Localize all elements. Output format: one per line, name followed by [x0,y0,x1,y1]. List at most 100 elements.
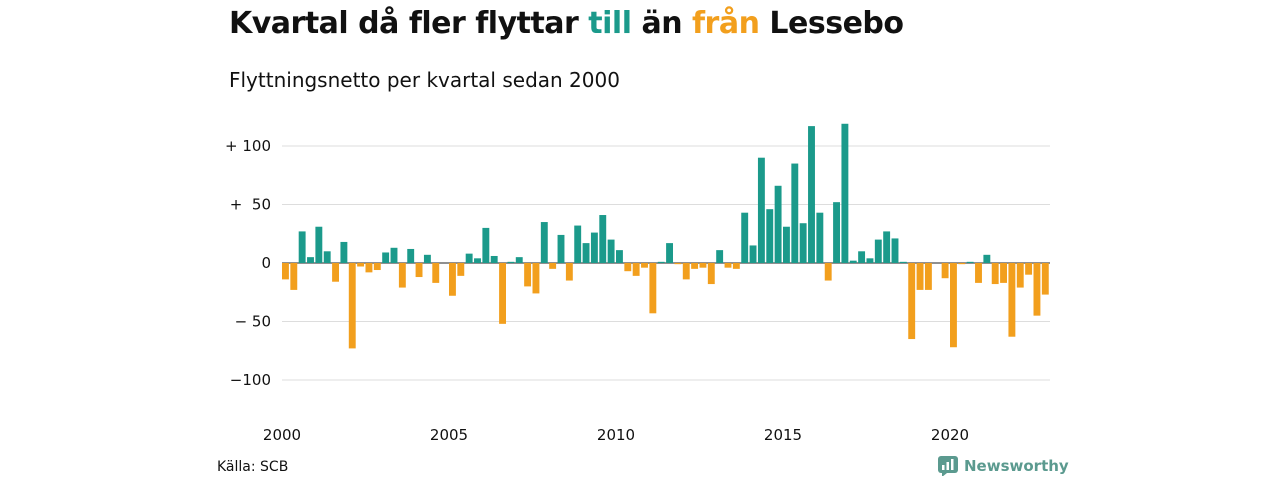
y-tick-label: − 50 [235,313,271,331]
bar [532,263,540,294]
bar [833,202,840,263]
bar [1016,263,1024,288]
bar [816,212,824,263]
bar [674,263,682,265]
title-highlight-till: till [588,6,632,41]
newsworthy-logo-icon [938,456,958,476]
bar [849,260,857,263]
bar [607,239,615,263]
bar [298,231,306,263]
bar [524,263,532,287]
x-tick-label: 2015 [764,426,802,444]
bar [515,257,523,263]
source-note: Källa: SCB [217,459,289,475]
bar [1041,263,1049,295]
bar [724,263,732,268]
bar [590,232,598,263]
y-tick-label: + 50 [230,196,271,214]
bar [741,212,749,263]
bar [449,263,456,296]
bar [482,227,490,263]
bar [382,252,390,263]
title-highlight-fran: från [692,6,760,41]
bar [398,263,406,288]
bar [950,263,957,348]
bar [565,263,573,281]
bar [490,255,498,263]
bar [966,261,974,263]
bar [315,226,323,263]
title-part-2: än [631,6,692,41]
bar [774,185,782,263]
chart-subtitle: Flyttningsnetto per kvartal sedan 2000 [229,68,620,92]
bar [666,243,673,263]
bar [1008,263,1016,337]
bar [407,248,415,263]
bar [415,263,423,278]
bar [716,250,724,263]
bars [282,123,1049,349]
bar [457,263,465,276]
bar [499,263,506,324]
bar [924,263,932,290]
bar [682,263,690,280]
bar [1033,263,1041,316]
bar [883,231,891,263]
bar [649,263,657,314]
bar [432,263,440,283]
bar [474,258,481,263]
bar [624,263,632,272]
bar [332,263,339,282]
bar [465,253,473,263]
x-axis-tick-labels: 2000 2005 2010 2015 2020 [263,426,969,444]
bar [699,263,707,268]
bar [732,263,740,269]
bar [941,263,949,279]
bar [983,254,991,263]
bar [599,215,607,263]
bar [841,123,849,264]
bar [307,257,314,263]
chart-title: Kvartal då fler flyttar till än från Les… [229,6,904,41]
bar [557,234,565,263]
x-tick-label: 2010 [597,426,635,444]
bar [858,251,866,263]
brand-logo[interactable]: Newsworthy [938,456,1069,476]
bar [691,263,699,269]
bar [799,223,807,263]
bar [365,263,373,273]
bar [540,222,548,263]
bar [423,254,431,263]
bar [766,209,774,263]
bar [282,263,289,280]
bar [916,263,924,290]
bar [991,263,999,285]
title-part-3: Lessebo [759,6,904,41]
bar [1000,263,1007,283]
bar [1025,263,1033,275]
bar [507,261,515,263]
bar [582,243,590,263]
bar [908,263,916,340]
bar [390,247,398,263]
x-tick-label: 2000 [263,426,301,444]
bar [874,239,882,263]
brand-name: Newsworthy [964,457,1069,475]
title-part-1: Kvartal då fler flyttar [229,6,589,41]
bar [574,225,582,263]
y-tick-label: −100 [230,371,271,389]
bar [808,126,815,263]
bar [657,261,665,263]
bar [290,263,298,290]
bar [866,258,874,263]
bar [791,163,799,263]
bar [749,245,757,263]
y-tick-label: 0 [261,254,271,272]
bar [641,263,648,268]
x-tick-label: 2020 [931,426,969,444]
bar [707,263,715,285]
bar [824,263,832,281]
bar [891,238,899,263]
bar [757,157,765,263]
